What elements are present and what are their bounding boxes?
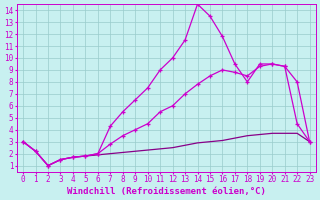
X-axis label: Windchill (Refroidissement éolien,°C): Windchill (Refroidissement éolien,°C)	[67, 187, 266, 196]
